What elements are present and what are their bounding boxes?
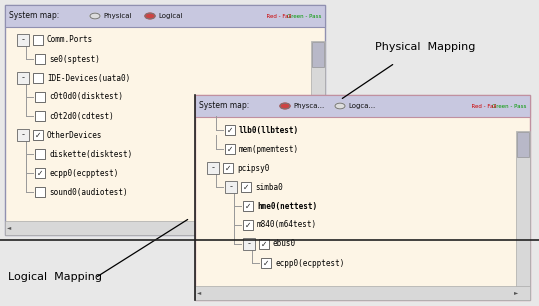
Bar (5, 5, 325, 235)
Bar (195, 286, 530, 300)
Text: System map:: System map: (9, 12, 59, 21)
Text: simba0: simba0 (255, 182, 283, 192)
Text: IDE-Devices(uata0): IDE-Devices(uata0) (47, 73, 130, 83)
Bar (311, 41, 325, 235)
Text: Logical  Mapping: Logical Mapping (8, 272, 102, 282)
Bar (517, 132, 529, 157)
Text: pcipsy0: pcipsy0 (237, 163, 270, 173)
Bar (261, 258, 271, 268)
Text: mem(pmemtest): mem(pmemtest) (239, 144, 299, 154)
Text: -: - (22, 130, 24, 140)
Bar (5, 221, 325, 235)
Bar (195, 95, 530, 300)
Text: -: - (211, 163, 215, 173)
Text: -: - (22, 73, 24, 83)
Bar (35, 92, 45, 102)
Bar (259, 239, 269, 249)
Bar (17, 129, 29, 141)
Text: Physca...: Physca... (293, 103, 324, 109)
Text: -: - (247, 240, 251, 248)
Bar (225, 144, 235, 154)
Circle shape (90, 13, 100, 19)
Text: ◄: ◄ (197, 290, 201, 296)
Text: ◄: ◄ (7, 226, 11, 230)
Bar (5, 5, 325, 27)
Text: ✓: ✓ (261, 240, 267, 248)
Bar (35, 54, 45, 64)
Bar (241, 182, 251, 192)
Bar (312, 42, 324, 67)
Text: sound0(audiotest): sound0(audiotest) (49, 188, 128, 196)
Text: ✓: ✓ (227, 125, 233, 135)
Text: llb0(llbtest): llb0(llbtest) (239, 125, 299, 135)
Text: Green - Pass: Green - Pass (287, 13, 321, 18)
Bar (35, 168, 45, 178)
Text: -: - (22, 35, 24, 44)
Text: ✓: ✓ (225, 163, 231, 173)
Text: Physical: Physical (103, 13, 132, 19)
Text: diskette(disktest): diskette(disktest) (49, 150, 132, 159)
Text: Logical: Logical (158, 13, 183, 19)
Text: se0(sptest): se0(sptest) (49, 54, 100, 64)
Text: Logca...: Logca... (348, 103, 375, 109)
Bar (243, 238, 255, 250)
Text: -: - (230, 182, 232, 192)
Bar (35, 111, 45, 121)
Bar (223, 163, 233, 173)
Text: ►: ► (514, 290, 519, 296)
Text: ecpp0(ecpptest): ecpp0(ecpptest) (275, 259, 344, 267)
Bar (33, 130, 43, 140)
Bar (33, 35, 43, 45)
Bar (225, 181, 237, 193)
Text: m840(m64test): m840(m64test) (257, 221, 317, 230)
Text: OtherDevices: OtherDevices (47, 130, 102, 140)
Bar (17, 72, 29, 84)
Bar (33, 73, 43, 83)
Text: hme0(nettest): hme0(nettest) (257, 201, 317, 211)
Bar (243, 220, 253, 230)
Bar (225, 125, 235, 135)
Text: Comm.Ports: Comm.Ports (47, 35, 93, 44)
Circle shape (145, 13, 155, 19)
Bar (195, 95, 530, 117)
Text: Green - Pass: Green - Pass (492, 103, 526, 109)
Circle shape (280, 103, 290, 109)
Circle shape (335, 103, 345, 109)
Bar (35, 187, 45, 197)
Bar (35, 149, 45, 159)
Bar (243, 201, 253, 211)
Text: ✓: ✓ (263, 259, 269, 267)
Text: ✓: ✓ (227, 144, 233, 154)
Text: Red - Fail: Red - Fail (468, 103, 496, 109)
Text: ✓: ✓ (245, 201, 251, 211)
Bar (17, 34, 29, 46)
Text: c0t0d0(disktest): c0t0d0(disktest) (49, 92, 123, 102)
Text: System map:: System map: (199, 102, 249, 110)
Text: c0t2d0(cdtest): c0t2d0(cdtest) (49, 111, 114, 121)
Text: ebus0: ebus0 (273, 240, 296, 248)
Text: ✓: ✓ (243, 182, 249, 192)
Text: ✓: ✓ (37, 169, 43, 177)
Text: Red - Fail: Red - Fail (263, 13, 292, 18)
Bar (516, 131, 530, 300)
Text: ✓: ✓ (245, 221, 251, 230)
Bar (207, 162, 219, 174)
Text: ►: ► (309, 226, 313, 230)
Text: ✓: ✓ (35, 130, 41, 140)
Text: Physical  Mapping: Physical Mapping (375, 42, 475, 52)
Text: ecpp0(ecpptest): ecpp0(ecpptest) (49, 169, 119, 177)
